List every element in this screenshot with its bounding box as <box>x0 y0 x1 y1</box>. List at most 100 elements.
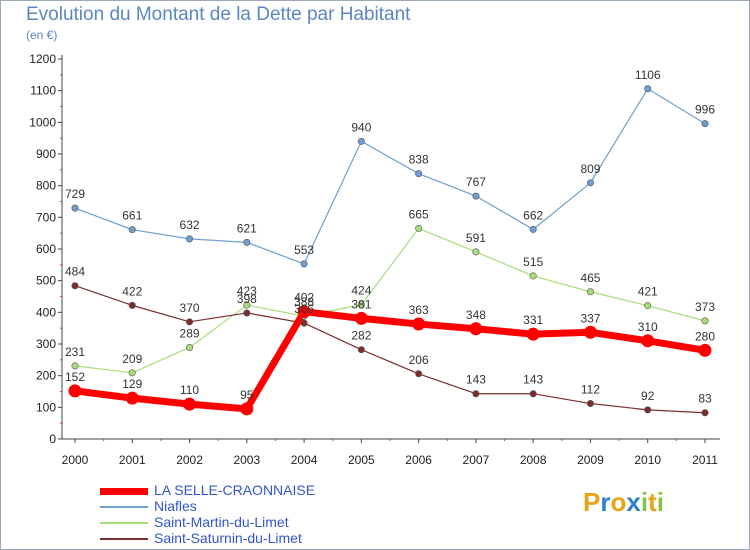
data-label: 95 <box>240 388 254 402</box>
y-tick-label: 600 <box>36 242 56 256</box>
data-label: 310 <box>638 320 658 334</box>
data-point <box>300 260 308 268</box>
data-label: 373 <box>695 300 715 314</box>
data-label: 665 <box>409 207 429 221</box>
data-label: 423 <box>237 284 257 298</box>
series-points <box>68 85 712 417</box>
data-point <box>472 248 480 256</box>
data-point <box>243 301 251 309</box>
y-tick-label: 400 <box>36 305 56 319</box>
data-point <box>71 282 79 290</box>
data-label: 110 <box>180 383 199 397</box>
y-tick-label: 1100 <box>30 84 56 98</box>
data-label: 767 <box>466 175 486 189</box>
x-tick-label: 2007 <box>463 453 490 467</box>
data-label: 809 <box>580 162 600 176</box>
data-point <box>357 346 365 354</box>
data-point <box>529 390 537 398</box>
data-point <box>583 325 597 339</box>
data-label: 366 <box>294 302 314 316</box>
legend-label: Saint-Martin-du-Limet <box>154 514 289 530</box>
data-label: 729 <box>65 187 85 201</box>
y-tick-label: 100 <box>36 400 56 414</box>
data-label: 289 <box>180 326 200 340</box>
data-point <box>240 402 254 416</box>
data-label: 143 <box>466 373 486 387</box>
logo-letter: i <box>656 487 664 517</box>
data-label: 553 <box>294 243 314 257</box>
logo-letter: P <box>583 487 601 517</box>
chart-subtitle: (en €) <box>26 28 58 42</box>
data-label: 621 <box>237 221 257 235</box>
series-line <box>71 308 709 413</box>
proxiti-logo: Proxiti <box>583 487 664 518</box>
x-tick-label: 2011 <box>692 453 718 467</box>
legend-swatch <box>100 506 148 508</box>
data-point <box>586 288 594 296</box>
y-tick-label: 500 <box>36 274 56 288</box>
data-point <box>415 224 423 232</box>
data-point <box>128 226 136 234</box>
x-tick-label: 2009 <box>577 453 604 467</box>
data-point <box>300 319 308 327</box>
data-point <box>357 137 365 145</box>
data-label: 996 <box>695 103 715 117</box>
data-point <box>526 327 540 341</box>
data-label: 940 <box>351 120 371 134</box>
data-label: 465 <box>580 271 600 285</box>
legend-swatch <box>100 538 148 540</box>
data-point <box>71 204 79 212</box>
data-point <box>68 384 82 398</box>
data-point <box>186 235 194 243</box>
data-point <box>183 397 197 411</box>
data-point <box>701 120 709 128</box>
data-point <box>586 179 594 187</box>
data-point <box>125 391 139 405</box>
data-point <box>297 305 311 319</box>
data-point <box>701 317 709 325</box>
data-point <box>412 317 426 331</box>
data-label: 152 <box>65 370 85 384</box>
logo-letter: r <box>600 487 611 517</box>
data-point <box>243 309 251 317</box>
data-label: 422 <box>122 284 142 298</box>
data-point <box>186 343 194 351</box>
data-label: 484 <box>65 265 85 279</box>
logo-letter: x <box>626 487 641 517</box>
data-label: 381 <box>351 297 371 311</box>
data-point <box>186 318 194 326</box>
data-label: 231 <box>65 345 85 359</box>
data-label: 838 <box>409 153 429 167</box>
legend-label: Saint-Saturnin-du-Limet <box>154 530 302 546</box>
data-label: 632 <box>180 218 200 232</box>
y-tick-label: 800 <box>36 179 56 193</box>
data-label: 337 <box>580 311 600 325</box>
data-label: 388 <box>294 295 314 309</box>
x-tick-label: 2010 <box>634 453 661 467</box>
y-tick-label: 700 <box>36 210 56 224</box>
logo-letter: t <box>648 487 657 517</box>
data-point <box>644 406 652 414</box>
data-point <box>472 390 480 398</box>
data-point <box>644 85 652 93</box>
logo-letter: i <box>640 487 649 517</box>
data-label: 661 <box>122 209 142 223</box>
x-tick-label: 2006 <box>405 453 432 467</box>
data-point <box>644 302 652 310</box>
data-point <box>71 362 79 370</box>
y-tick-label: 200 <box>36 369 56 383</box>
data-point <box>128 301 136 309</box>
data-label: 209 <box>122 352 142 366</box>
data-label: 143 <box>523 373 543 387</box>
data-label: 112 <box>581 383 600 397</box>
data-point <box>128 369 136 377</box>
x-tick-label: 2005 <box>348 453 375 467</box>
data-label: 370 <box>180 301 200 315</box>
x-tick-label: 2008 <box>520 453 547 467</box>
data-label: 206 <box>409 353 429 367</box>
data-point <box>641 334 655 348</box>
data-label: 282 <box>351 329 371 343</box>
data-point <box>472 192 480 200</box>
